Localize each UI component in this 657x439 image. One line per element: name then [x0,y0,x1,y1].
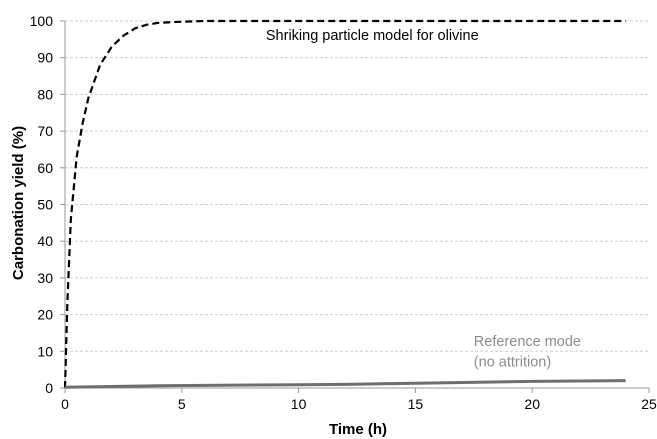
y-tick-label-6: 60 [37,160,53,176]
y-tick-label-7: 70 [37,123,53,139]
annotations-layer: Shriking particle model for olivine Refer… [266,28,581,371]
y-tick-label-2: 20 [37,307,53,323]
x-tick-label-2: 10 [291,396,307,412]
y-axis-title: Carbonation yield (%) [10,126,27,280]
x-axis-title: Time (h) [329,421,387,438]
x-tick-label-1: 5 [178,396,186,412]
y-tick-label-5: 50 [37,197,53,213]
ticks-layer: 0 5 10 15 20 25 0 10 20 30 40 50 60 70 80 90 100 [30,13,657,412]
grid-layer [65,20,649,352]
y-tick-label-1: 10 [37,343,53,359]
x-tick-label-4: 20 [524,396,540,412]
x-tick-label-5: 25 [641,396,657,412]
annotation-0: Shriking particle model for olivine [266,28,479,44]
annotation-1: Reference mode [474,334,581,350]
reference-curve-line [64,379,626,389]
y-tick-label-10: 100 [30,13,54,29]
y-tick-label-0: 0 [45,380,53,396]
y-tick-label-3: 30 [37,270,53,286]
x-tick-label-0: 0 [61,396,69,412]
x-tick-label-3: 15 [408,396,424,412]
annotation-2: (no attrition) [474,355,551,371]
model-curve-line [63,19,626,389]
series-layer [63,19,626,389]
y-tick-label-8: 80 [37,86,53,102]
y-tick-label-9: 90 [37,50,53,66]
y-tick-label-4: 40 [37,233,53,249]
